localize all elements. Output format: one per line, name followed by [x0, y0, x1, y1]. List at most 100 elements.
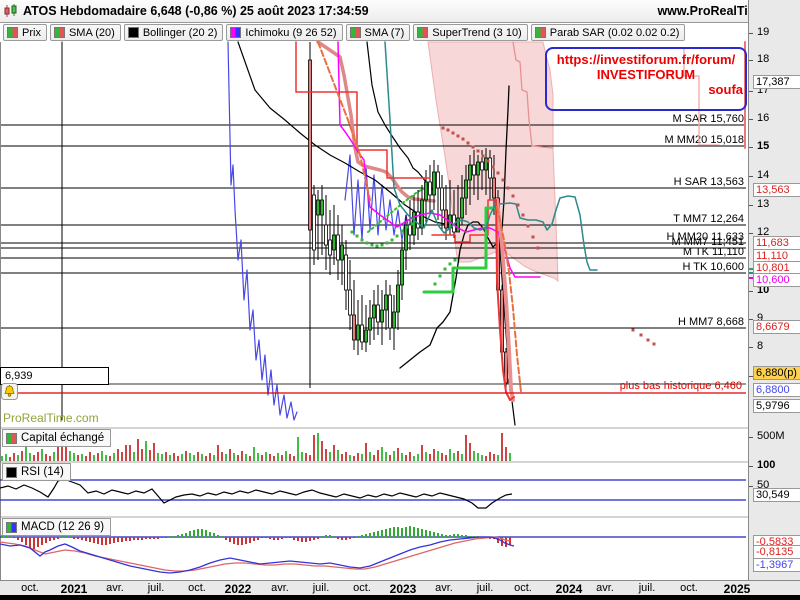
legend-button[interactable]: Parab SAR (0.02 0.02 0.2)	[530, 24, 686, 41]
macd-histogram-bar	[457, 534, 459, 537]
macd-histogram-bar	[205, 530, 207, 537]
axis-value-badge: 6,8800	[753, 383, 800, 397]
prorealtime-watermark: ProRealTime.com	[3, 411, 99, 425]
candle-body	[356, 324, 360, 341]
macd-histogram-bar	[193, 530, 195, 537]
volume-bar	[161, 454, 163, 461]
volume-bar	[441, 453, 443, 461]
candle-body	[384, 294, 388, 311]
price-axis[interactable]: 191817161514131210987500M1005017,38713,5…	[748, 0, 800, 580]
price-tick-label: 13	[757, 198, 770, 210]
time-tick-label: oct.	[680, 582, 698, 594]
volume-bar	[465, 435, 467, 461]
volume-bar	[237, 455, 239, 461]
volume-bar	[113, 453, 115, 461]
candle-body	[328, 239, 332, 256]
price-tick-label: 19	[757, 26, 770, 38]
macd-histogram-bar	[37, 537, 39, 547]
axis-tick-mark	[749, 291, 753, 292]
volume-bar	[29, 453, 31, 461]
volume-bar	[297, 437, 299, 461]
parab-sar-green-dots	[438, 274, 442, 278]
candle-body	[360, 324, 364, 343]
legend-indicator-icon	[53, 27, 65, 38]
volume-bar	[325, 449, 327, 461]
time-axis[interactable]: oct. 2021 avr. juil. oct. 2022 avr. juil. oct. 20…	[0, 580, 800, 596]
legend-button[interactable]: Ichimoku (9 26 52)	[226, 24, 343, 41]
macd-histogram-bar	[293, 537, 295, 540]
parab-sar-red-dots	[481, 154, 485, 158]
parab-sar-red-dots	[491, 165, 495, 169]
axis-value-badge: 11,110	[753, 249, 800, 263]
bollinger-mid	[366, 41, 434, 191]
macd-histogram-bar	[385, 529, 387, 537]
macd-histogram-bar	[473, 536, 475, 537]
axis-tick-mark	[749, 147, 753, 148]
annotation-box[interactable]: https://investiforum.fr/forum/ INVESTIFO…	[545, 47, 747, 111]
alarm-bell-icon[interactable]	[1, 383, 18, 400]
macd-histogram-bar	[25, 537, 27, 545]
volume-bar	[393, 451, 395, 461]
candle-body	[308, 59, 312, 231]
volume-bar	[165, 452, 167, 461]
volume-bar	[497, 455, 499, 461]
price-level-label[interactable]: 6,939	[0, 367, 109, 385]
volume-bar	[373, 455, 375, 461]
macd-panel-button[interactable]: MACD (12 26 9)	[2, 518, 112, 536]
macd-histogram-bar	[161, 537, 163, 538]
parab-sar-red-dots	[441, 126, 445, 130]
volume-bar	[289, 454, 291, 461]
parab-sar-green-dots	[380, 243, 384, 247]
macd-histogram-bar	[389, 528, 391, 537]
volume-bar	[185, 451, 187, 461]
candle-body	[504, 351, 508, 384]
parab-sar-red-dots	[501, 178, 505, 182]
volume-bar	[489, 452, 491, 461]
time-tick-label: avr.	[271, 582, 289, 594]
volume-bar	[213, 455, 215, 461]
main-chart[interactable]: M SAR 15,760 M MM20 15,018 H SAR 13,563 T M…	[0, 0, 748, 580]
parab-sar-red-dots	[639, 333, 643, 337]
legend-button[interactable]: SMA (20)	[49, 24, 121, 41]
volume-bar	[229, 449, 231, 461]
rsi-panel-button[interactable]: RSI (14)	[2, 463, 71, 481]
candle-body	[408, 224, 412, 236]
legend-indicator-icon	[127, 27, 139, 38]
volume-bar	[125, 445, 127, 461]
macd-histogram-bar	[13, 537, 15, 538]
rsi-icon	[6, 466, 17, 478]
macd-histogram-bar	[505, 537, 507, 547]
macd-histogram-bar	[453, 534, 455, 537]
legend-button[interactable]: Bollinger (20 2)	[123, 24, 224, 41]
volume-panel-button[interactable]: Capital échangé	[2, 429, 112, 447]
legend-button[interactable]: SuperTrend (3 10)	[413, 24, 528, 41]
volume-bar	[429, 454, 431, 461]
macd-panel-label: MACD (12 26 9)	[21, 521, 105, 533]
candle-body	[316, 199, 320, 216]
macd-histogram-bar	[357, 536, 359, 537]
indicator-legend-bar: Prix SMA (20) Bollinger (20 2) Ichimoku (9 …	[0, 23, 746, 42]
candle-body	[464, 179, 468, 199]
chart-canvas[interactable]: M SAR 15,760 M MM20 15,018 H SAR 13,563 T M…	[0, 0, 748, 580]
legend-button[interactable]: SMA (7)	[345, 24, 411, 41]
time-tick-label: juil.	[147, 582, 165, 594]
axis-color-mark	[749, 268, 754, 270]
macd-histogram-bar	[265, 537, 267, 538]
macd-histogram-bar	[305, 537, 307, 542]
parab-sar-red-dots	[531, 235, 535, 239]
candle-body	[352, 314, 356, 341]
volume-bar	[425, 452, 427, 461]
legend-button[interactable]: Prix	[3, 24, 47, 41]
volume-bar	[281, 455, 283, 461]
volume-bar	[461, 454, 463, 461]
legend-indicator-icon	[534, 27, 546, 38]
macd-histogram-bar	[9, 536, 11, 537]
parab-sar-red-dots	[456, 134, 460, 138]
volume-bar	[401, 453, 403, 461]
volume-bar	[249, 456, 251, 461]
volume-bar	[269, 454, 271, 461]
macd-histogram-bar	[417, 528, 419, 537]
volume-bar	[409, 452, 411, 461]
chart-title: ATOS Hebdomadaire 6,648 (-0,86 %) 25 aoû…	[23, 4, 369, 18]
price-tick-label: 16	[757, 112, 770, 124]
